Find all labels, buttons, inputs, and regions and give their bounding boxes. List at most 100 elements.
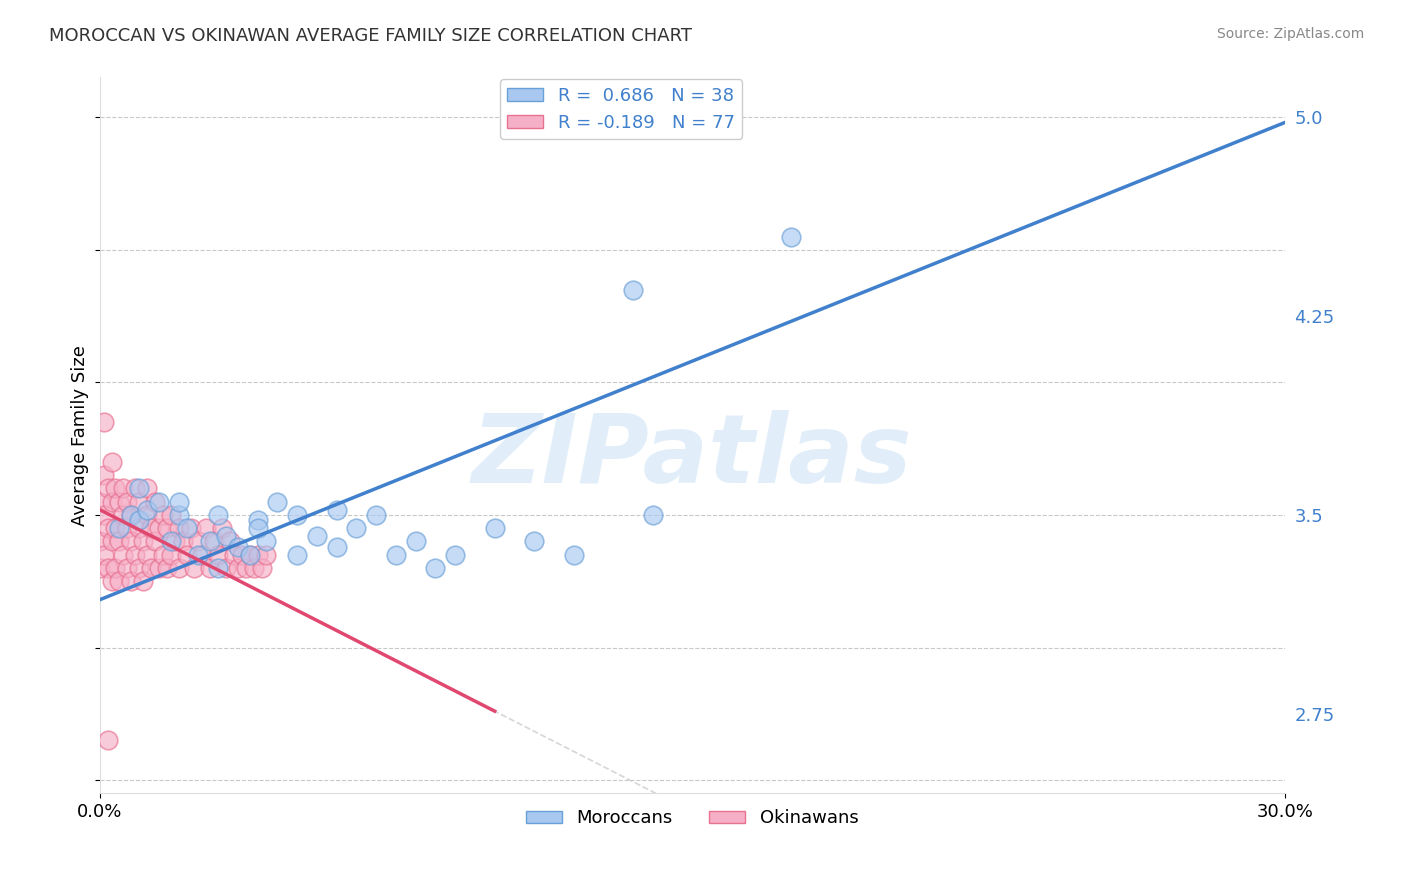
Point (231, 548, 253, 562)
Point (621, 283, 644, 297)
Point (108, 574, 131, 589)
Point (167, 508, 190, 522)
Point (405, 534, 427, 549)
Point (100, 455, 122, 469)
Point (148, 494, 170, 508)
Point (143, 494, 166, 508)
Text: MOROCCAN VS OKINAWAN AVERAGE FAMILY SIZE CORRELATION CHART: MOROCCAN VS OKINAWAN AVERAGE FAMILY SIZE… (49, 27, 692, 45)
Point (215, 561, 238, 575)
Point (187, 534, 209, 549)
Text: ZIPatlas: ZIPatlas (472, 410, 912, 503)
Point (136, 502, 159, 516)
Point (148, 561, 170, 575)
Point (136, 548, 159, 562)
Point (250, 561, 273, 575)
Point (128, 482, 150, 496)
Point (366, 508, 388, 522)
Point (246, 513, 269, 527)
Point (183, 561, 205, 575)
Point (100, 574, 122, 589)
Point (246, 548, 269, 562)
Point (132, 574, 155, 589)
Point (305, 529, 328, 543)
Point (780, 229, 803, 244)
Point (167, 561, 190, 575)
Point (132, 534, 155, 549)
Point (444, 548, 467, 562)
Point (89, 534, 111, 549)
Point (235, 561, 257, 575)
Y-axis label: Average Family Size: Average Family Size (72, 345, 89, 525)
Point (120, 574, 142, 589)
Point (108, 521, 131, 535)
Point (239, 548, 262, 562)
Point (112, 482, 135, 496)
Point (167, 521, 190, 535)
Point (163, 534, 186, 549)
Point (484, 521, 506, 535)
Point (128, 561, 150, 575)
Point (108, 534, 131, 549)
Point (96, 482, 118, 496)
Point (93, 508, 115, 522)
Point (148, 521, 170, 535)
Point (89, 494, 111, 508)
Point (136, 482, 159, 496)
Point (191, 548, 214, 562)
Point (96, 521, 118, 535)
Point (285, 548, 308, 562)
Point (242, 561, 264, 575)
Point (112, 548, 135, 562)
Point (239, 548, 262, 562)
Point (246, 521, 269, 535)
Point (100, 494, 122, 508)
Point (159, 534, 181, 549)
Point (167, 494, 190, 508)
Point (128, 494, 150, 508)
Point (172, 534, 194, 549)
Point (200, 561, 222, 575)
Point (285, 508, 308, 522)
Point (523, 534, 546, 549)
Point (325, 502, 347, 516)
Point (254, 548, 277, 562)
Point (266, 494, 288, 508)
Point (195, 521, 218, 535)
Point (176, 521, 198, 535)
Point (124, 548, 146, 562)
Point (226, 561, 249, 575)
Point (159, 508, 181, 522)
Point (120, 508, 142, 522)
Point (207, 561, 229, 575)
Point (215, 529, 238, 543)
Point (346, 521, 368, 535)
Point (385, 548, 408, 562)
Point (124, 482, 146, 496)
Text: Source: ZipAtlas.com: Source: ZipAtlas.com (1216, 27, 1364, 41)
Point (108, 494, 131, 508)
Point (112, 508, 135, 522)
Point (152, 508, 174, 522)
Point (139, 561, 162, 575)
Point (207, 548, 229, 562)
Point (156, 521, 179, 535)
Point (159, 548, 181, 562)
Point (117, 494, 139, 508)
Point (200, 534, 222, 549)
Point (207, 508, 229, 522)
Point (104, 521, 127, 535)
Point (562, 548, 585, 562)
Point (211, 521, 233, 535)
Point (219, 534, 242, 549)
Point (136, 508, 159, 522)
Point (120, 508, 142, 522)
Point (152, 548, 174, 562)
Point (120, 534, 142, 549)
Point (139, 521, 162, 535)
Point (128, 521, 150, 535)
Point (425, 561, 447, 575)
Point (226, 540, 249, 554)
Point (254, 534, 277, 549)
Point (93, 415, 115, 429)
Point (143, 534, 166, 549)
